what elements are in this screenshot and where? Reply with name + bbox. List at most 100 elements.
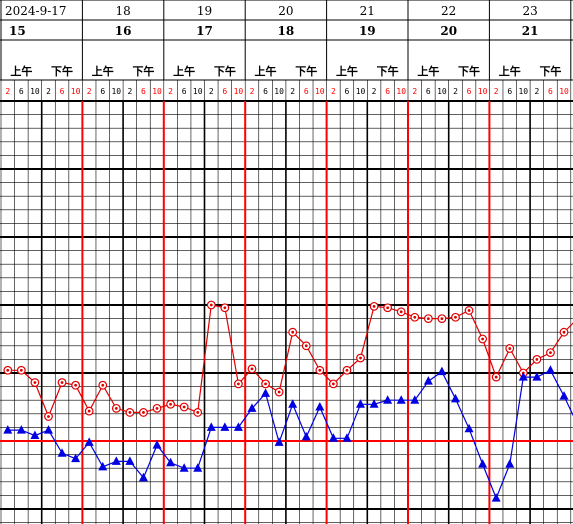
data-point-circle-dot <box>304 344 308 348</box>
hour-label: 10 <box>234 87 244 96</box>
data-point-triangle <box>261 388 271 397</box>
data-point-circle-dot <box>399 310 403 314</box>
hour-label: 10 <box>315 87 325 96</box>
hour-label: 2 <box>290 87 295 96</box>
hour-label: 2 <box>331 87 336 96</box>
data-point-triangle <box>220 422 230 431</box>
data-point-triangle <box>356 399 366 408</box>
pm-label: 下午 <box>214 64 236 78</box>
data-point-circle-dot <box>114 406 118 410</box>
pm-label: 下午 <box>295 64 317 78</box>
data-point-triangle <box>274 437 284 446</box>
day-number-label: 18 <box>278 24 295 38</box>
data-point-triangle <box>328 433 338 442</box>
hour-label: 6 <box>141 87 146 96</box>
data-point-circle-dot <box>372 304 376 308</box>
date-label: 23 <box>522 4 537 18</box>
data-point-circle-dot <box>33 381 37 384</box>
hour-label: 6 <box>385 87 390 96</box>
hour-label: 10 <box>274 87 284 96</box>
data-point-circle-dot <box>74 383 78 387</box>
data-point-triangle <box>16 425 26 434</box>
data-point-circle-dot <box>331 382 335 386</box>
data-point-circle-dot <box>223 306 227 310</box>
hour-label: 6 <box>345 87 350 96</box>
am-label: 上午 <box>336 64 358 78</box>
am-label: 上午 <box>499 64 521 78</box>
data-point-circle-dot <box>6 368 10 372</box>
hour-label: 10 <box>559 87 569 96</box>
hour-label: 10 <box>396 87 406 96</box>
pm-label: 下午 <box>377 64 399 78</box>
chart-series <box>3 300 573 502</box>
hour-label: 2 <box>372 87 377 96</box>
data-point-triangle <box>98 461 108 471</box>
hour-label: 2 <box>5 87 10 96</box>
data-point-triangle <box>532 372 542 381</box>
day-number-label: 19 <box>359 24 376 38</box>
data-point-triangle <box>518 372 528 381</box>
hour-label: 6 <box>426 87 431 96</box>
data-point-circle-dot <box>413 315 417 319</box>
am-label: 上午 <box>255 64 277 78</box>
am-label: 上午 <box>417 64 439 78</box>
data-point-circle-dot <box>250 367 254 371</box>
hour-label: 6 <box>182 87 187 96</box>
data-point-circle-dot <box>386 306 390 310</box>
hour-label: 2 <box>534 87 539 96</box>
am-label: 上午 <box>10 64 32 78</box>
day-number-label: 16 <box>115 24 132 38</box>
data-point-circle-dot <box>277 390 281 394</box>
data-point-triangle <box>125 456 135 465</box>
hour-label: 10 <box>152 87 162 96</box>
data-point-triangle <box>505 459 515 468</box>
hour-label: 6 <box>467 87 472 96</box>
data-point-circle-dot <box>318 368 322 372</box>
data-point-triangle <box>383 395 393 404</box>
data-point-circle-dot <box>19 368 23 372</box>
pm-label: 下午 <box>132 64 154 78</box>
data-point-triangle <box>342 433 352 442</box>
hour-label: 2 <box>494 87 499 96</box>
data-point-triangle <box>138 472 148 482</box>
am-label: 上午 <box>92 64 114 78</box>
day-number-label: 20 <box>440 24 457 38</box>
data-point-triangle <box>437 366 447 376</box>
data-point-circle-dot <box>169 402 172 406</box>
data-point-triangle <box>43 425 53 434</box>
hour-label: 10 <box>518 87 528 96</box>
hour-label: 2 <box>127 87 132 96</box>
hour-label: 6 <box>263 87 268 96</box>
hour-label: 10 <box>71 87 81 96</box>
data-point-circle-dot <box>237 382 240 386</box>
day-number-label: 21 <box>522 24 539 38</box>
data-point-triangle <box>559 391 569 400</box>
date-label: 19 <box>197 4 212 18</box>
date-label: 2024-9-17 <box>5 4 67 18</box>
date-label: 21 <box>360 4 375 18</box>
data-point-triangle <box>288 399 298 408</box>
date-label: 20 <box>278 4 293 18</box>
hour-label: 2 <box>87 87 92 96</box>
data-point-triangle <box>545 365 555 374</box>
data-point-circle-dot <box>494 375 498 379</box>
hour-label: 2 <box>168 87 173 96</box>
data-point-triangle <box>464 423 474 433</box>
hour-label: 6 <box>100 87 105 96</box>
data-point-triangle <box>315 402 325 411</box>
hour-label: 6 <box>548 87 553 96</box>
data-point-circle-dot <box>155 406 159 410</box>
data-point-triangle <box>396 395 406 404</box>
data-point-triangle <box>369 399 379 408</box>
data-point-circle-dot <box>481 337 485 341</box>
data-point-circle-dot <box>101 383 105 387</box>
data-point-circle-dot <box>454 315 457 319</box>
data-point-circle-dot <box>196 411 200 414</box>
data-point-circle-dot <box>209 303 213 307</box>
data-point-triangle <box>111 456 121 465</box>
data-point-circle-dot <box>60 381 64 384</box>
data-point-triangle <box>84 437 94 446</box>
data-point-triangle <box>423 376 433 385</box>
day-number-label: 15 <box>9 24 26 38</box>
